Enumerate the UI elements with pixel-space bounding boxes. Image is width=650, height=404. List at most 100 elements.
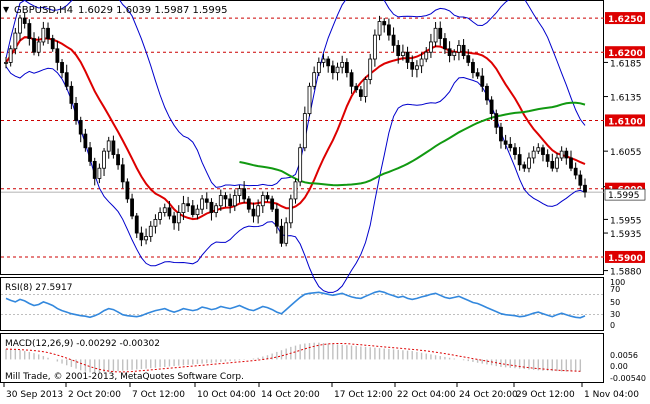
candle[interactable] bbox=[499, 126, 503, 142]
candle[interactable] bbox=[302, 113, 307, 149]
candle[interactable] bbox=[447, 48, 452, 57]
candle[interactable] bbox=[125, 181, 130, 200]
candle[interactable] bbox=[550, 160, 555, 169]
candle[interactable] bbox=[246, 198, 251, 210]
candle[interactable] bbox=[489, 99, 494, 115]
candle[interactable] bbox=[578, 174, 583, 186]
candle[interactable] bbox=[298, 147, 303, 183]
candle[interactable] bbox=[475, 72, 480, 77]
candle[interactable] bbox=[461, 44, 466, 56]
candle[interactable] bbox=[36, 41, 41, 53]
chart-menu-icon[interactable]: ▼ bbox=[3, 5, 10, 14]
candle[interactable] bbox=[88, 147, 92, 162]
candle[interactable] bbox=[134, 215, 139, 234]
candle[interactable] bbox=[503, 140, 508, 145]
candle[interactable] bbox=[400, 51, 405, 56]
candle[interactable] bbox=[55, 48, 60, 63]
candle[interactable] bbox=[358, 89, 363, 97]
candle[interactable] bbox=[438, 27, 443, 39]
candle[interactable] bbox=[195, 208, 200, 216]
candle[interactable] bbox=[60, 62, 64, 74]
candle[interactable] bbox=[326, 58, 331, 67]
candle[interactable] bbox=[452, 51, 457, 56]
candle[interactable] bbox=[27, 23, 32, 39]
candle[interactable] bbox=[382, 21, 387, 26]
candle[interactable] bbox=[41, 27, 46, 43]
candle[interactable] bbox=[256, 205, 261, 217]
candle[interactable] bbox=[410, 62, 415, 70]
candle[interactable] bbox=[480, 75, 485, 87]
candle[interactable] bbox=[97, 167, 102, 179]
candle[interactable] bbox=[555, 157, 559, 169]
candle[interactable] bbox=[167, 207, 172, 217]
candle[interactable] bbox=[172, 215, 176, 224]
candle[interactable] bbox=[4, 62, 8, 64]
candle[interactable] bbox=[354, 85, 359, 91]
price-pane[interactable] bbox=[0, 0, 604, 275]
candle[interactable] bbox=[312, 72, 317, 87]
candle[interactable] bbox=[368, 58, 373, 80]
candle[interactable] bbox=[232, 195, 237, 207]
candle[interactable] bbox=[466, 55, 471, 63]
candle[interactable] bbox=[330, 65, 335, 74]
candle[interactable] bbox=[228, 198, 233, 207]
candle[interactable] bbox=[443, 38, 447, 50]
candle[interactable] bbox=[106, 140, 111, 152]
candle[interactable] bbox=[485, 85, 489, 101]
candle[interactable] bbox=[471, 62, 475, 74]
candle[interactable] bbox=[46, 27, 50, 39]
candle[interactable] bbox=[527, 157, 531, 169]
candle[interactable] bbox=[116, 154, 120, 166]
candle[interactable] bbox=[223, 195, 228, 200]
candle[interactable] bbox=[186, 203, 191, 207]
candle[interactable] bbox=[139, 232, 144, 241]
candle[interactable] bbox=[508, 143, 513, 149]
candle[interactable] bbox=[545, 154, 550, 162]
candle[interactable] bbox=[531, 150, 536, 159]
candle[interactable] bbox=[536, 147, 541, 152]
candle[interactable] bbox=[209, 201, 214, 213]
candle[interactable] bbox=[415, 65, 419, 70]
candle[interactable] bbox=[32, 38, 36, 53]
candle[interactable] bbox=[8, 48, 13, 63]
candle[interactable] bbox=[541, 147, 545, 155]
candle[interactable] bbox=[130, 198, 134, 217]
candle[interactable] bbox=[349, 72, 354, 87]
candle[interactable] bbox=[251, 208, 256, 217]
candle[interactable] bbox=[237, 188, 242, 196]
candle[interactable] bbox=[181, 203, 186, 213]
candle[interactable] bbox=[419, 58, 424, 67]
candle[interactable] bbox=[494, 113, 499, 128]
candle[interactable] bbox=[158, 212, 162, 220]
candle[interactable] bbox=[260, 195, 265, 207]
candle[interactable] bbox=[457, 44, 461, 53]
candle[interactable] bbox=[363, 79, 368, 97]
candle[interactable] bbox=[424, 51, 429, 60]
candle[interactable] bbox=[22, 17, 27, 24]
candle[interactable] bbox=[279, 225, 284, 244]
candle[interactable] bbox=[200, 198, 205, 210]
candle[interactable] bbox=[396, 44, 401, 56]
candle[interactable] bbox=[265, 195, 270, 200]
candle[interactable] bbox=[162, 207, 167, 213]
candle[interactable] bbox=[583, 184, 587, 193]
candle[interactable] bbox=[344, 62, 349, 74]
candle[interactable] bbox=[148, 225, 153, 237]
candle[interactable] bbox=[513, 147, 517, 155]
candle[interactable] bbox=[405, 51, 410, 63]
candle[interactable] bbox=[69, 85, 74, 104]
candle[interactable] bbox=[13, 32, 18, 50]
candle[interactable] bbox=[433, 27, 438, 43]
candle[interactable] bbox=[78, 120, 83, 135]
rsi-pane[interactable] bbox=[0, 277, 604, 331]
candle[interactable] bbox=[218, 195, 223, 207]
candle[interactable] bbox=[340, 62, 345, 68]
candle[interactable] bbox=[214, 205, 219, 213]
candle[interactable] bbox=[111, 140, 116, 155]
candle[interactable] bbox=[190, 205, 195, 216]
candle[interactable] bbox=[120, 164, 125, 183]
candle[interactable] bbox=[92, 160, 97, 179]
candle[interactable] bbox=[204, 198, 209, 203]
